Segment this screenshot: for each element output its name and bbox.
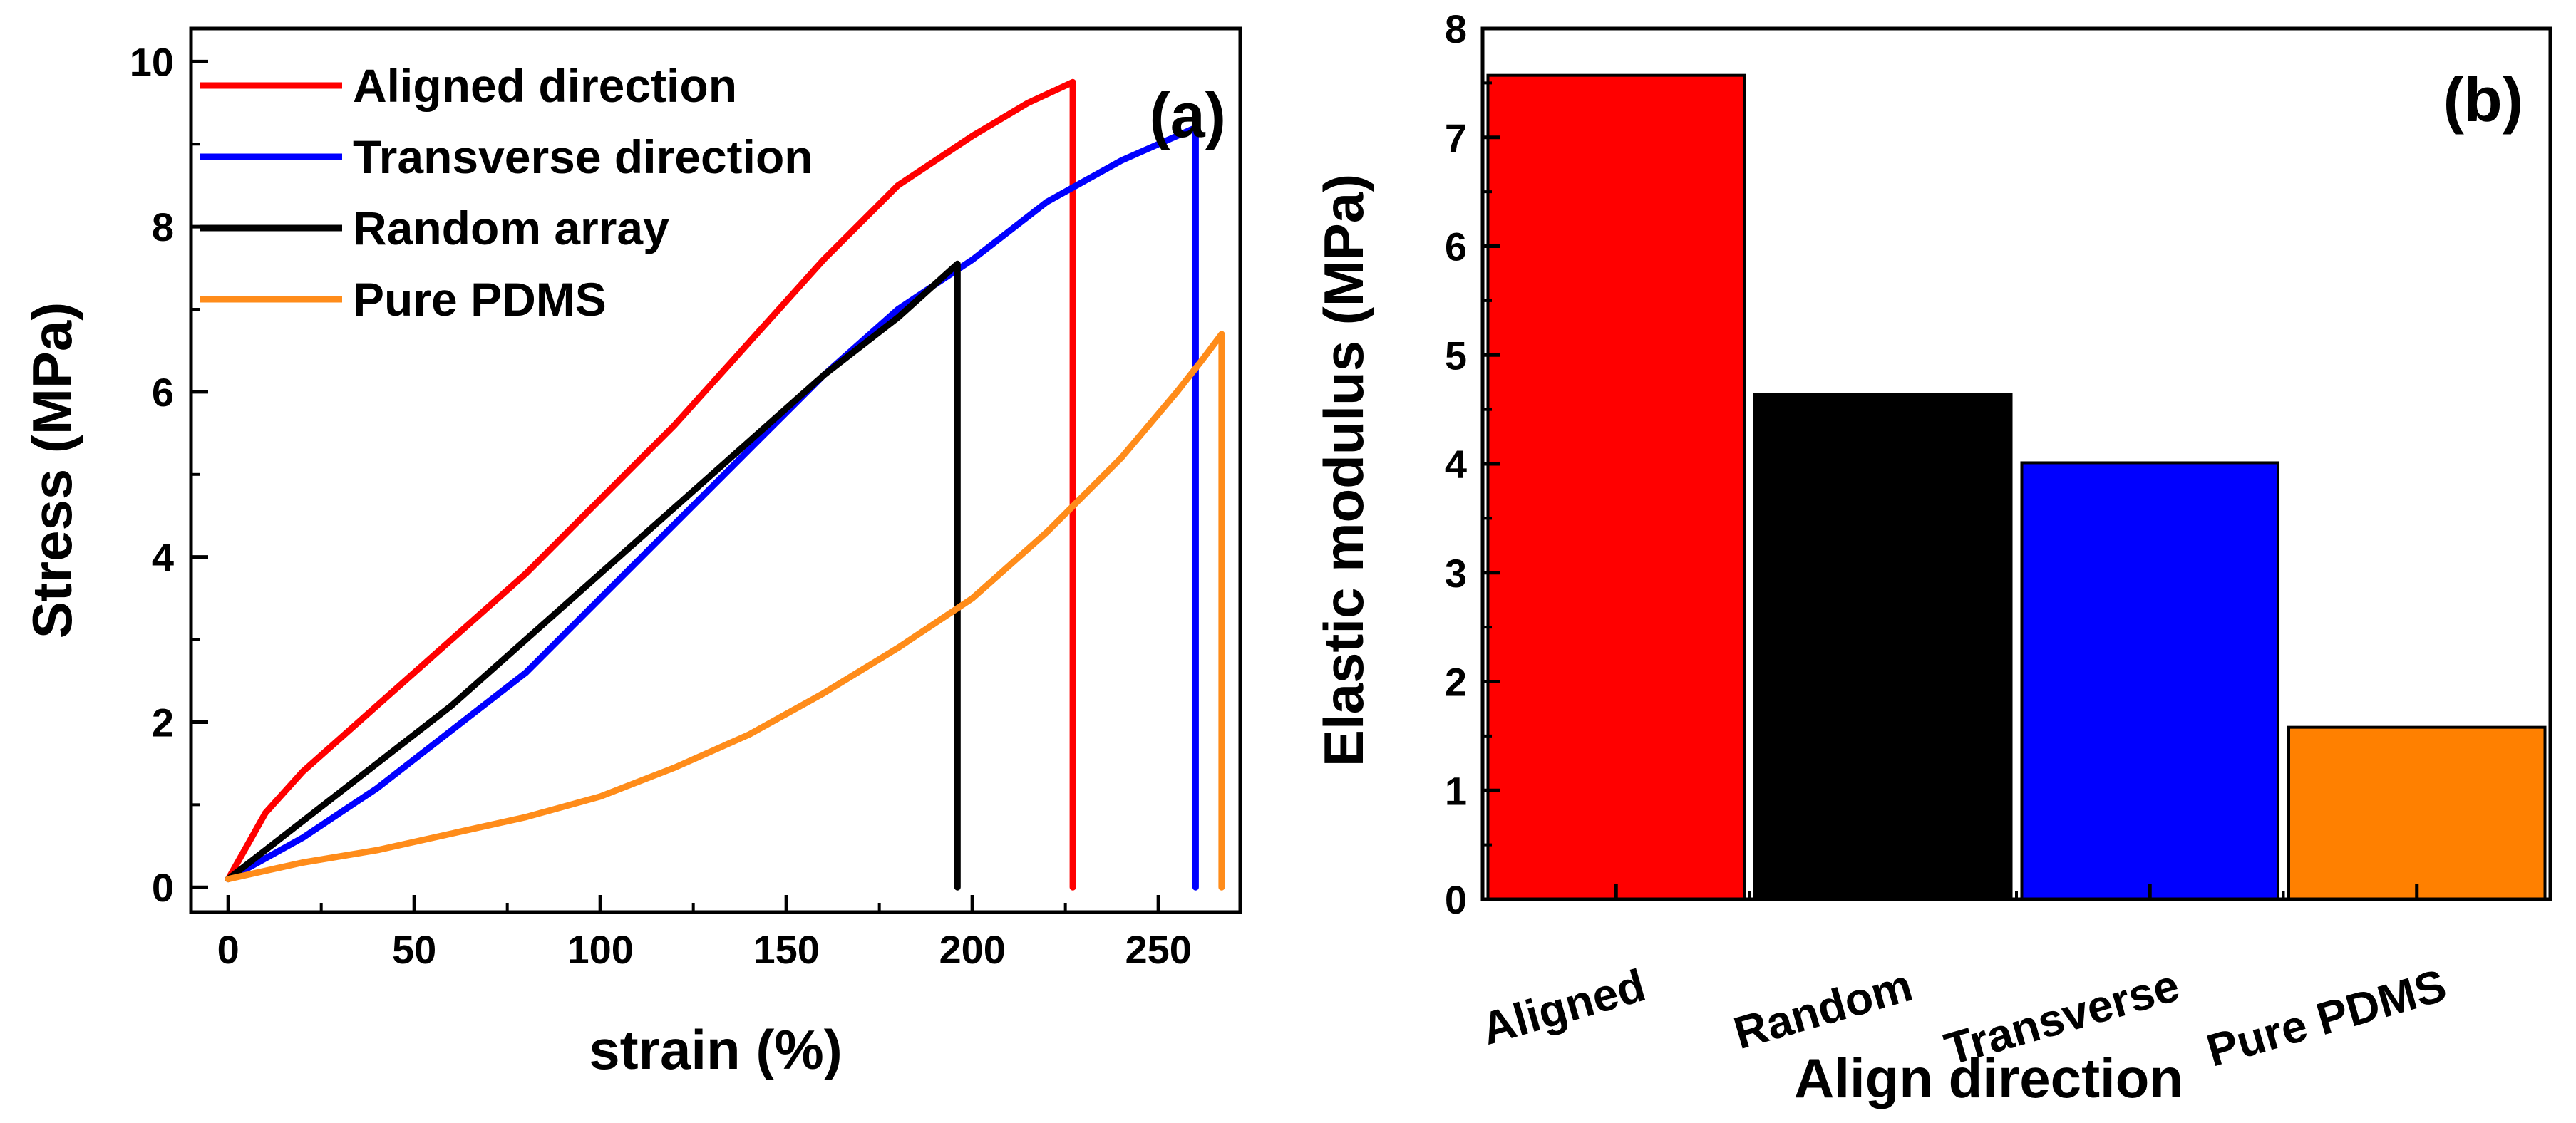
bar-pure-pdms [2287, 725, 2547, 901]
series-line-aligned-direction [225, 78, 1076, 891]
y-tick-label-b: 8 [1445, 6, 1467, 51]
x-tick-label-a: 200 [939, 927, 1005, 972]
y-axis-title-b: Elastic modulus (MPa) [1312, 174, 1375, 767]
y-tick-label-b: 5 [1445, 333, 1467, 378]
y-tick-label-b: 6 [1445, 224, 1467, 269]
bar-aligned [1486, 73, 1746, 901]
y-tick-label-b: 2 [1445, 660, 1467, 705]
bar-random [1753, 393, 2013, 901]
legend-label: Pure PDMS [353, 273, 607, 326]
x-tick-label-a: 250 [1125, 927, 1191, 972]
legend-entry: Aligned direction [200, 59, 737, 112]
series-line-transverse-direction [225, 124, 1199, 891]
y-tick-label-a: 4 [152, 535, 174, 580]
plot-frame-a [189, 26, 1242, 914]
y-tick-label-b: 3 [1445, 551, 1467, 596]
legend-label: Transverse direction [353, 130, 813, 183]
legend-entry: Transverse direction [200, 130, 813, 183]
x-tick-label-a: 100 [567, 927, 633, 972]
x-tick-label-a: 150 [753, 927, 819, 972]
legend-label: Aligned direction [353, 59, 737, 112]
x-tick-label-a: 0 [217, 927, 239, 972]
y-tick-label-b: 7 [1445, 115, 1467, 160]
bar-transverse [2020, 461, 2280, 901]
series-line-pure-pdms [225, 331, 1225, 891]
stress-strain-chart: 0 50 100 150 200 250 0 2 4 6 8 10 strain (%) Stres… [21, 26, 1242, 1081]
panel-label-b: (b) [2443, 64, 2523, 135]
y-tick-label-b: 4 [1445, 442, 1467, 487]
y-tick-label-a: 6 [152, 370, 174, 415]
y-tick-label-b: 0 [1445, 877, 1467, 922]
legend-entry: Pure PDMS [200, 273, 607, 326]
y-axis-title-a: Stress (MPa) [21, 302, 83, 639]
y-tick-label-a: 0 [152, 865, 174, 910]
y-tick-label-a: 2 [152, 700, 174, 745]
panel-label-a: (a) [1149, 80, 1226, 150]
x-tick-label-a: 50 [392, 927, 436, 972]
category-label: Aligned [1476, 959, 1651, 1055]
legend-label: Random array [353, 202, 669, 254]
x-axis-title-b: Align direction [1794, 1047, 2183, 1109]
y-tick-label-a: 8 [152, 205, 174, 249]
series-line-random-array [225, 260, 961, 891]
category-label: Pure PDMS [2201, 959, 2451, 1076]
y-tick-label-b: 1 [1445, 768, 1467, 813]
legend-entry: Random array [200, 202, 669, 254]
x-axis-title-a: strain (%) [589, 1018, 842, 1081]
y-tick-label-a: 10 [130, 39, 174, 84]
category-label: Random [1729, 959, 1918, 1059]
